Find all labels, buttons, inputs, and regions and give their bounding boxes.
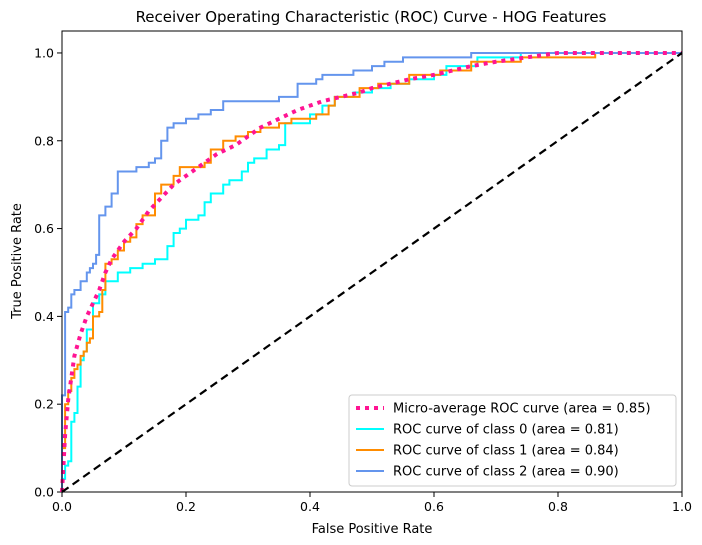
legend-box [348,394,677,487]
legend: Micro-average ROC curve (area = 0.85) ROC… [348,394,677,487]
y-tick-label: 0.0 [34,485,54,500]
series-layer [60,50,683,493]
x-tick-label: 0.8 [548,499,568,514]
x-tick-label: 0.0 [52,499,72,514]
y-tick-label: 0.4 [34,309,54,324]
legend-label-3: ROC curve of class 2 (area = 0.90) [393,465,619,480]
plot-frame [61,30,683,493]
y-tick-label: 0.8 [34,133,54,148]
legend-label-2: ROC curve of class 1 (area = 0.84) [393,444,619,459]
chart-title: Receiver Operating Characteristic (ROC) … [136,8,607,26]
x-axis: 0.0 0.2 0.4 0.6 0.8 1.0 [52,492,692,514]
x-tick-label: 1.0 [672,499,692,514]
x-tick-label: 0.6 [424,499,444,514]
y-tick-label: 0.6 [34,221,54,236]
x-tick-label: 0.2 [176,499,196,514]
y-tick-label: 0.2 [34,397,54,412]
y-tick-label: 1.0 [34,45,54,60]
legend-label-0: Micro-average ROC curve (area = 0.85) [393,402,651,417]
series-line-3 [61,51,682,492]
reference-diagonal-line [61,52,683,493]
y-axis-label: True Positive Rate [10,203,25,320]
series-line-1 [61,51,682,492]
x-tick-label: 0.4 [300,499,320,514]
series-line-0 [60,50,682,493]
x-axis-label: False Positive Rate [312,522,433,537]
series-line-2 [61,51,682,492]
legend-label-1: ROC curve of class 0 (area = 0.81) [393,423,619,438]
